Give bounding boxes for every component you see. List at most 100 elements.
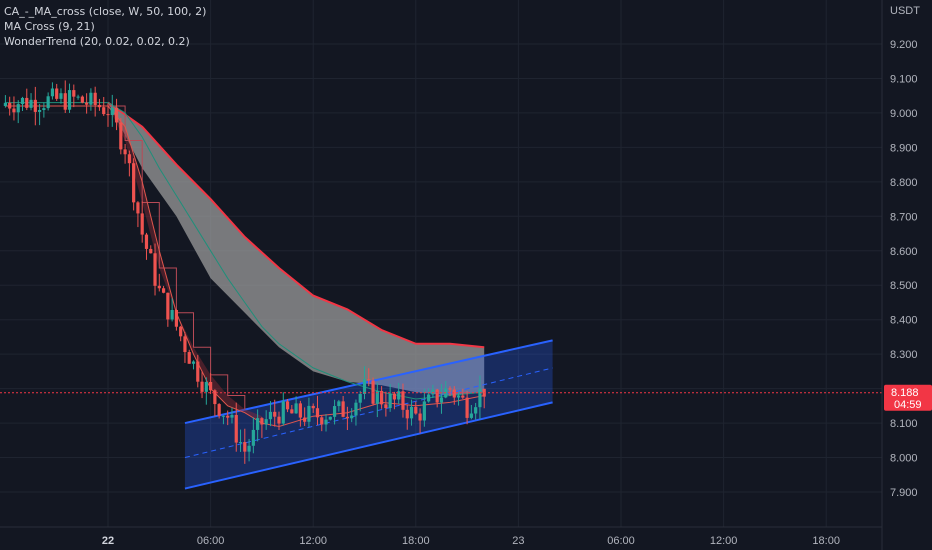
candle-body	[256, 418, 260, 430]
candle-body	[213, 390, 217, 405]
price-tick-label: 8.500	[890, 280, 918, 292]
candle-body	[392, 393, 397, 400]
candle-body	[354, 402, 358, 416]
candle	[170, 298, 174, 322]
candle-body	[217, 404, 221, 416]
candle-body	[320, 417, 324, 425]
candle	[405, 404, 409, 430]
candle-body	[200, 381, 204, 392]
price-tick-label: 8.300	[890, 349, 918, 361]
candle	[320, 415, 324, 432]
legend-ma-cross[interactable]: MA Cross (9, 21)	[4, 20, 95, 33]
candle-body	[153, 253, 157, 286]
legend-ca-ma-cross[interactable]: CA_-_MA_cross (close, W, 50, 100, 2)	[4, 5, 207, 18]
candle	[456, 392, 461, 406]
candle-body	[230, 415, 234, 418]
candle	[273, 399, 277, 427]
candle	[33, 86, 37, 126]
candle	[350, 408, 354, 423]
candle	[409, 399, 414, 426]
candle	[63, 80, 67, 113]
candle-body	[132, 163, 136, 203]
candle	[388, 383, 392, 412]
candle-body	[307, 405, 311, 422]
candle	[418, 408, 422, 434]
candle	[213, 389, 217, 417]
candle-body	[362, 379, 367, 394]
legend-wondertrend[interactable]: WonderTrend (20, 0.02, 0.02, 0.2)	[4, 35, 190, 48]
candle	[251, 417, 255, 454]
candle-body	[298, 403, 302, 418]
candle	[217, 403, 221, 419]
candle-body	[226, 415, 230, 418]
candle	[354, 399, 358, 426]
candle	[461, 388, 465, 399]
candle-body	[435, 389, 439, 403]
candle	[465, 390, 469, 425]
candle	[55, 83, 59, 101]
candle	[187, 349, 191, 364]
candle-body	[29, 99, 33, 108]
candle	[431, 384, 435, 398]
candle-body	[161, 288, 166, 293]
candle-body	[251, 429, 255, 446]
candle-body	[119, 122, 123, 150]
candle-body	[260, 418, 264, 425]
candlesticks	[3, 80, 486, 464]
candle-body	[448, 388, 452, 390]
candle-body	[285, 401, 290, 410]
candle	[114, 98, 119, 131]
candle-body	[294, 403, 298, 414]
candle	[93, 86, 97, 117]
candle-body	[114, 107, 119, 123]
candle	[478, 375, 482, 420]
candle-body	[38, 110, 42, 112]
candle-body	[127, 154, 131, 164]
candle-body	[72, 90, 76, 97]
candle	[328, 416, 332, 421]
candle	[76, 94, 80, 100]
candle-body	[144, 234, 149, 249]
candle-body	[166, 292, 170, 320]
candle	[397, 382, 401, 405]
candle-body	[341, 401, 345, 417]
candle-body	[367, 379, 371, 381]
candle	[119, 118, 123, 155]
candle	[247, 438, 251, 462]
candle	[452, 386, 456, 405]
candle	[59, 88, 63, 104]
candle-body	[371, 380, 375, 404]
candle-body	[439, 397, 444, 403]
candle-body	[431, 389, 435, 395]
candle	[153, 243, 157, 296]
candle	[179, 325, 183, 342]
candle-body	[456, 395, 461, 398]
candle-body	[277, 416, 281, 424]
candle-body	[422, 401, 426, 421]
candle	[448, 386, 452, 397]
candle	[401, 383, 405, 418]
current-price-label: 8.188	[891, 387, 919, 399]
candle-body	[183, 336, 187, 353]
candle	[427, 388, 431, 403]
time-tick-label: 06:00	[197, 535, 225, 547]
candle-body	[12, 108, 16, 113]
candle	[294, 396, 298, 414]
indicator-legend: CA_-_MA_cross (close, W, 50, 100, 2) MA …	[4, 4, 206, 49]
price-tick-label: 8.700	[890, 211, 918, 223]
candle	[29, 93, 33, 111]
time-tick-label: 18:00	[402, 535, 430, 547]
candle-body	[136, 202, 140, 214]
candle	[196, 354, 200, 388]
price-axis[interactable]: USDT 9.200 9.100 9.000 8.900 8.800 8.700 8.600…	[881, 0, 920, 550]
candle	[221, 415, 226, 425]
candle	[268, 401, 273, 427]
candle	[384, 391, 388, 417]
candle	[3, 95, 7, 108]
candle-body	[461, 395, 465, 398]
candle	[67, 83, 72, 113]
candle-body	[187, 352, 191, 364]
time-tick-label: 23	[512, 535, 524, 547]
